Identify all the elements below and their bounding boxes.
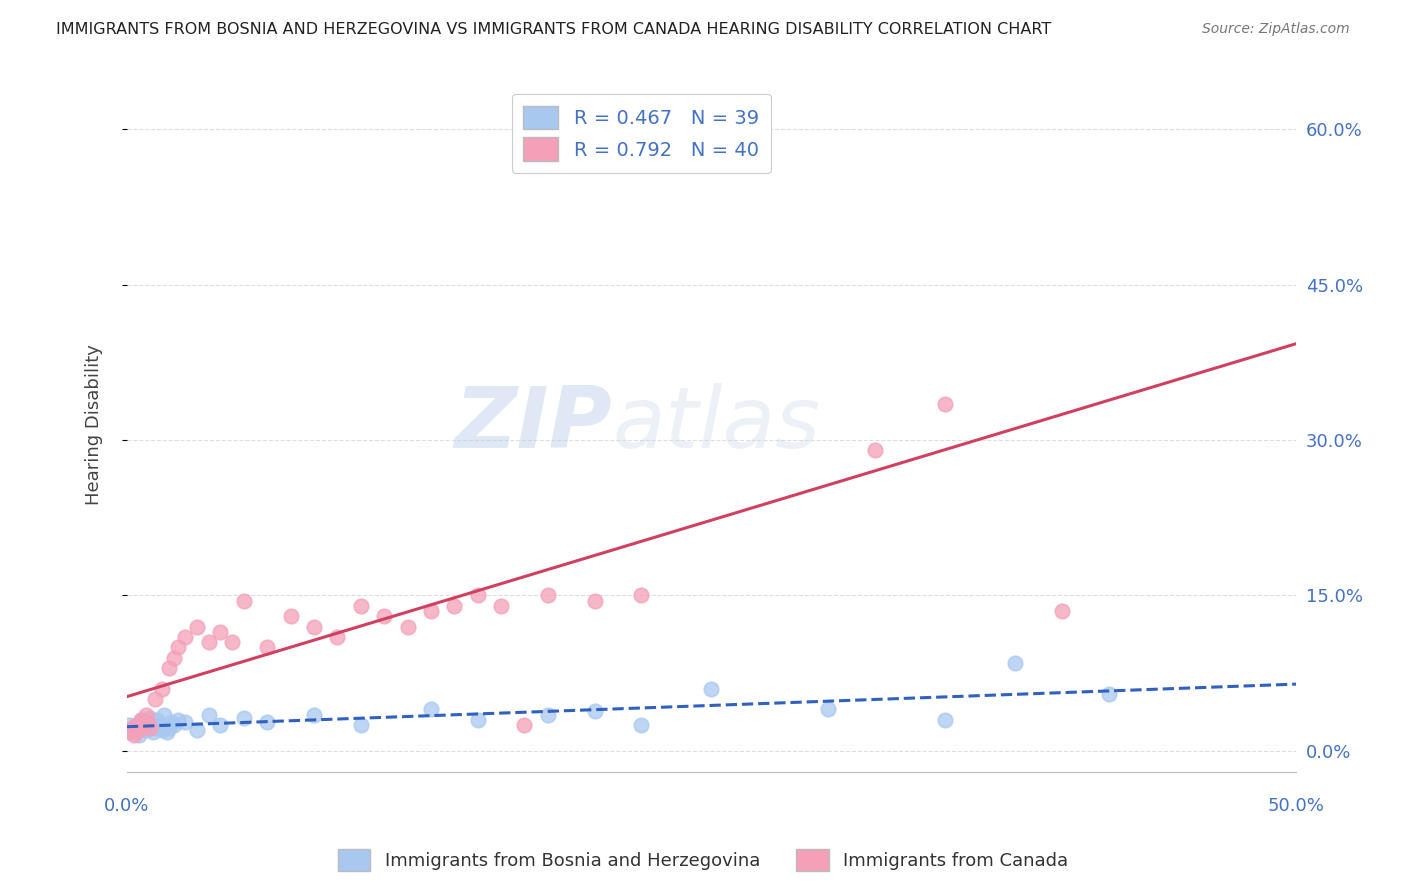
Point <box>128 723 150 738</box>
Point <box>136 714 159 729</box>
Point <box>209 718 232 732</box>
Legend: R = 0.467   N = 39, R = 0.792   N = 40: R = 0.467 N = 39, R = 0.792 N = 40 <box>512 94 770 173</box>
Point <box>136 718 159 732</box>
Point <box>934 397 956 411</box>
Point <box>232 711 254 725</box>
Point <box>125 721 148 735</box>
Point <box>122 728 145 742</box>
Point <box>350 718 373 732</box>
Point <box>419 702 441 716</box>
Point <box>121 721 143 735</box>
Y-axis label: Hearing Disability: Hearing Disability <box>86 344 103 505</box>
Point <box>135 723 157 738</box>
Point <box>443 599 465 613</box>
Point <box>197 635 219 649</box>
Point <box>1004 656 1026 670</box>
Point <box>676 102 699 116</box>
Point <box>934 713 956 727</box>
Point <box>156 725 179 739</box>
Point <box>373 609 395 624</box>
Point <box>863 443 886 458</box>
Point <box>118 725 141 739</box>
Point <box>537 707 560 722</box>
Point <box>153 707 176 722</box>
Point <box>150 723 173 738</box>
Point <box>350 599 373 613</box>
Point <box>256 640 278 655</box>
Point <box>221 635 243 649</box>
Point <box>302 707 325 722</box>
Point <box>630 718 652 732</box>
Point <box>135 707 157 722</box>
Point <box>186 619 208 633</box>
Point <box>326 630 349 644</box>
Text: ZIP: ZIP <box>454 383 612 466</box>
Point <box>174 630 197 644</box>
Point <box>143 721 166 735</box>
Point <box>817 702 839 716</box>
Point <box>209 624 232 639</box>
Point <box>186 723 208 738</box>
Point <box>467 713 489 727</box>
Point <box>160 714 183 729</box>
Point <box>146 713 169 727</box>
Point <box>197 707 219 722</box>
Point <box>139 711 162 725</box>
Point <box>583 593 606 607</box>
Text: atlas: atlas <box>612 383 820 466</box>
Text: 50.0%: 50.0% <box>1268 797 1324 814</box>
Text: 0.0%: 0.0% <box>104 797 149 814</box>
Point <box>280 609 302 624</box>
Point <box>125 718 148 732</box>
Point <box>583 705 606 719</box>
Point <box>513 718 536 732</box>
Point <box>167 640 190 655</box>
Point <box>489 599 512 613</box>
Point <box>139 721 162 735</box>
Point <box>256 714 278 729</box>
Legend: Immigrants from Bosnia and Herzegovina, Immigrants from Canada: Immigrants from Bosnia and Herzegovina, … <box>330 842 1076 879</box>
Point <box>163 718 186 732</box>
Point <box>129 713 152 727</box>
Point <box>128 728 150 742</box>
Point <box>630 589 652 603</box>
Point <box>132 718 155 732</box>
Point <box>467 589 489 603</box>
Point <box>149 718 172 732</box>
Point <box>232 593 254 607</box>
Point <box>157 661 180 675</box>
Point <box>1098 687 1121 701</box>
Text: Source: ZipAtlas.com: Source: ZipAtlas.com <box>1202 22 1350 37</box>
Point <box>132 714 155 729</box>
Point <box>121 723 143 738</box>
Point <box>700 681 723 696</box>
Point <box>163 650 186 665</box>
Point <box>396 619 419 633</box>
Point <box>302 619 325 633</box>
Point <box>1050 604 1073 618</box>
Point <box>143 692 166 706</box>
Point <box>142 725 165 739</box>
Point <box>122 725 145 739</box>
Point <box>167 713 190 727</box>
Point <box>174 714 197 729</box>
Point <box>129 713 152 727</box>
Point <box>150 681 173 696</box>
Point <box>537 589 560 603</box>
Point <box>419 604 441 618</box>
Text: IMMIGRANTS FROM BOSNIA AND HERZEGOVINA VS IMMIGRANTS FROM CANADA HEARING DISABIL: IMMIGRANTS FROM BOSNIA AND HERZEGOVINA V… <box>56 22 1052 37</box>
Point <box>157 721 180 735</box>
Point <box>118 718 141 732</box>
